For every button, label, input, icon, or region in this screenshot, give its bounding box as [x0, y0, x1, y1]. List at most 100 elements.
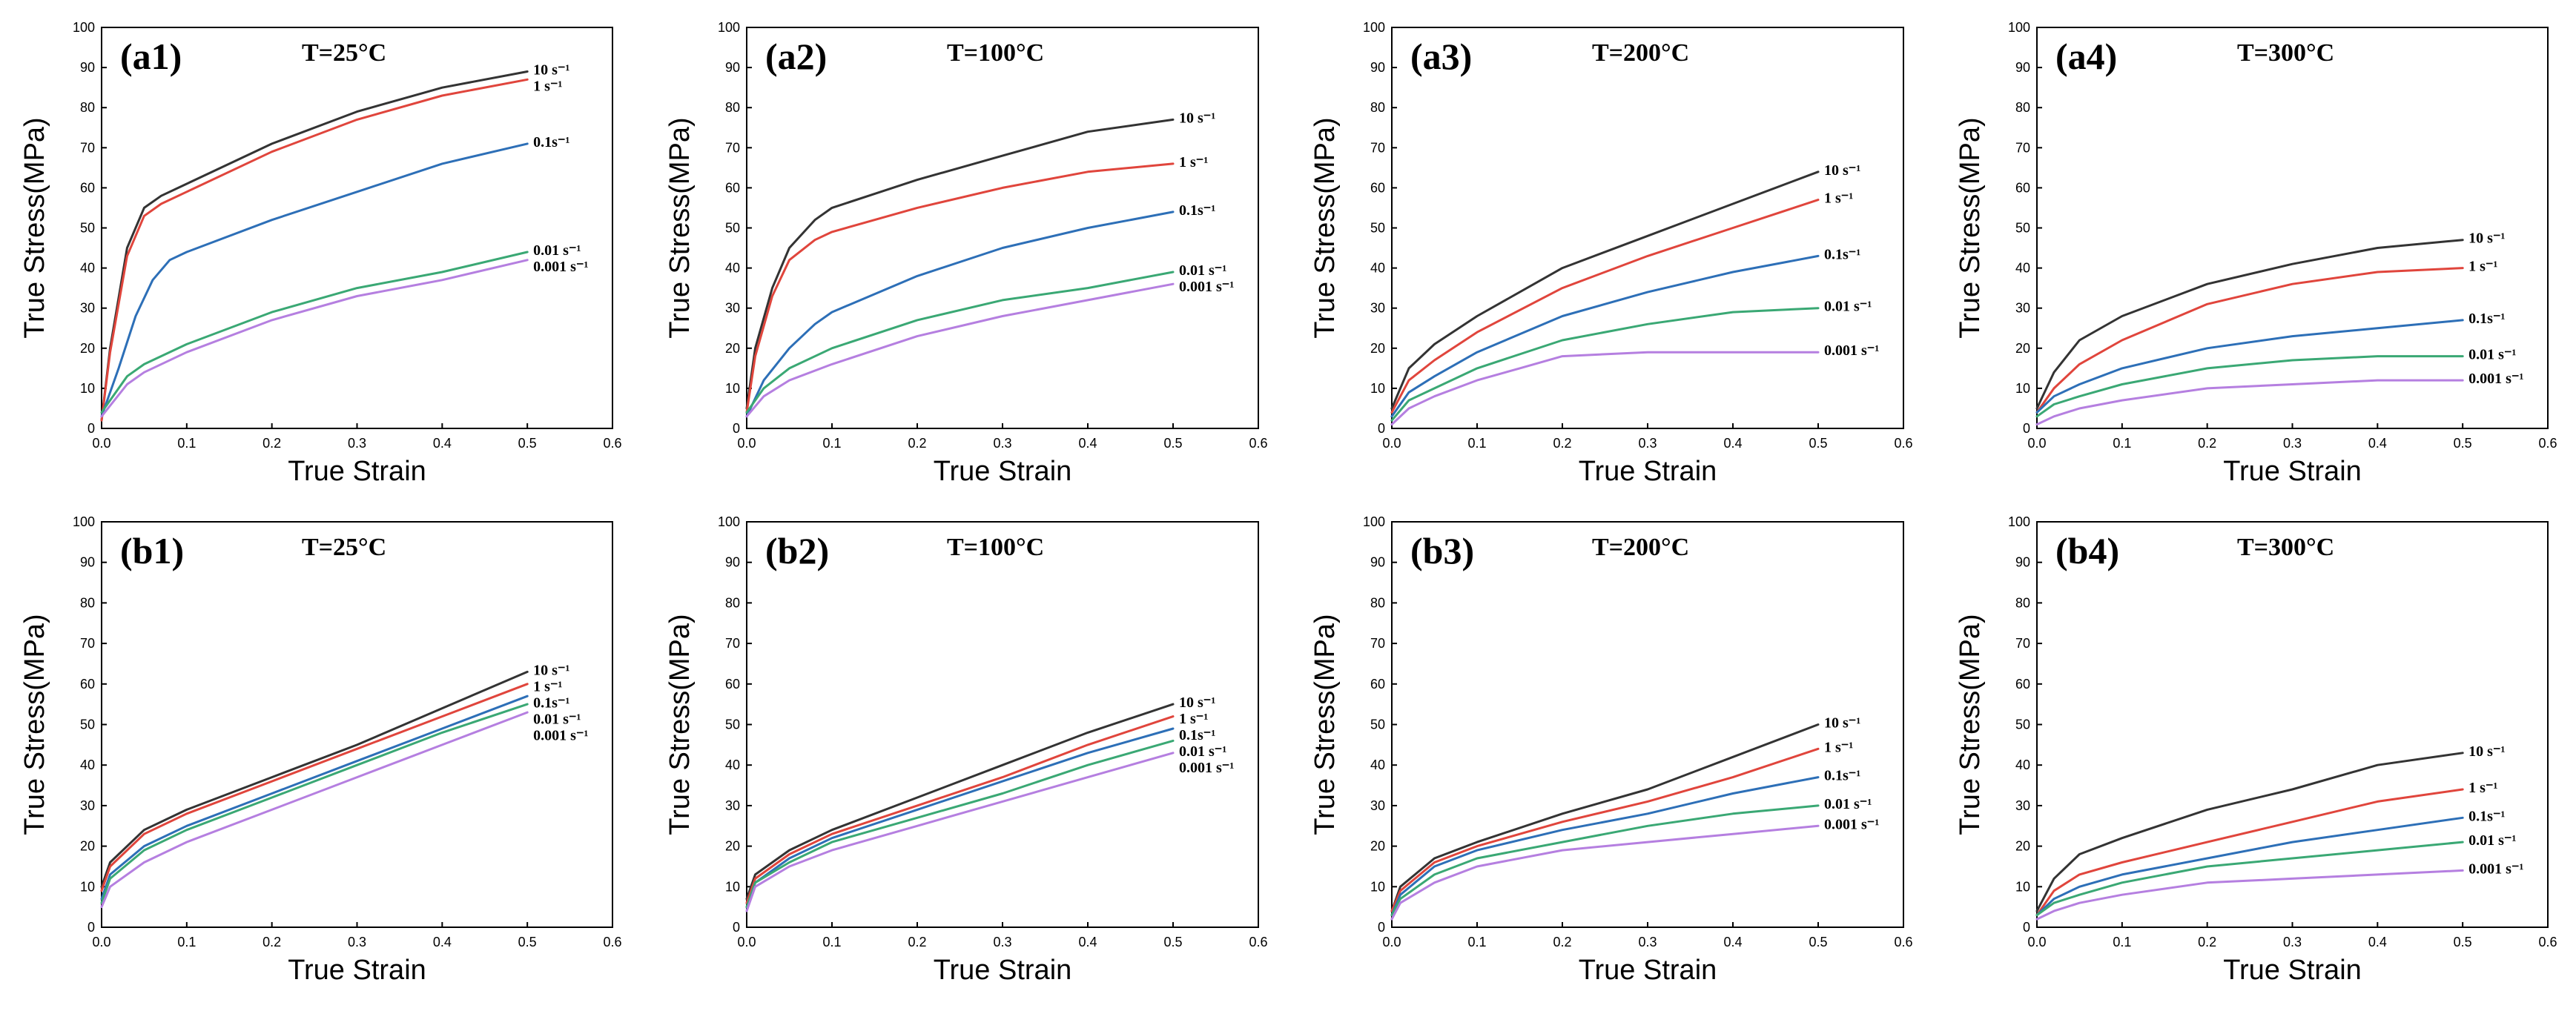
x-tick-label: 0.5: [1163, 935, 1182, 949]
series-label: 10 s⁻¹: [533, 62, 569, 79]
y-tick-label: 70: [1370, 636, 1385, 651]
series-label: 0.1s⁻¹: [533, 695, 569, 711]
x-tick-label: 0.4: [1723, 935, 1742, 949]
series-label: 10 s⁻¹: [2468, 231, 2505, 247]
plot-frame: [2036, 27, 2549, 429]
y-tick-label: 30: [725, 301, 740, 316]
x-tick-label: 0.4: [433, 436, 452, 451]
y-tick-label: 90: [1370, 60, 1385, 75]
series-line-1-s-1: [100, 78, 529, 422]
y-tick-label: 20: [725, 839, 740, 854]
series-label: 0.001 s⁻¹: [1824, 342, 1879, 359]
y-tick-label: 30: [1370, 301, 1385, 316]
y-tick-label: 30: [80, 301, 95, 316]
y-tick-label: 80: [2015, 100, 2030, 115]
series-line-1-s-1: [745, 715, 1175, 904]
panel-label: (b1): [120, 530, 184, 571]
x-axis-title: True Strain: [1579, 955, 1717, 986]
series-line-0-001-s-1: [745, 282, 1175, 418]
x-tick-label: 0.3: [2283, 436, 2302, 451]
series-line-1-s-1: [1390, 199, 1820, 414]
y-tick-label: 80: [1370, 100, 1385, 115]
x-tick-label: 0.0: [92, 436, 110, 451]
x-axis-title: True Strain: [2223, 955, 2362, 986]
y-tick-label: 100: [73, 514, 95, 529]
series-line-0-1-s-1: [2035, 816, 2464, 917]
y-tick-label: 50: [725, 717, 740, 732]
y-tick-label: 40: [725, 758, 740, 772]
y-tick-label: 40: [80, 758, 95, 772]
y-tick-label: 90: [80, 555, 95, 570]
series-label: 0.01 s⁻¹: [1824, 796, 1872, 812]
x-axis-title: True Strain: [934, 955, 1072, 986]
series-label: 10 s⁻¹: [1179, 110, 1215, 126]
series-line-0-01-s-1: [2035, 841, 2464, 917]
temperature-label: T=200°C: [1592, 534, 1689, 561]
panel-label: (b3): [1410, 530, 1474, 571]
series-label: 0.1s⁻¹: [2468, 311, 2505, 327]
series-line-0-01-s-1: [100, 251, 529, 414]
series-label: 1 s⁻¹: [1824, 739, 1853, 755]
x-tick-label: 0.4: [433, 935, 452, 949]
x-tick-label: 0.2: [2198, 935, 2216, 949]
series-line-10-s-1: [1390, 723, 1820, 912]
panel-a2: 0 10 20 30 40 50 60 70 80 90 100 0.0 0.1 0.2 0.3 0.4 0.5…: [664, 20, 1268, 487]
x-tick-label: 0.4: [1078, 436, 1097, 451]
x-tick-label: 0.2: [1553, 935, 1571, 949]
y-tick-label: 100: [718, 514, 740, 529]
x-tick-label: 0.1: [822, 436, 841, 451]
x-tick-label: 0.6: [2538, 935, 2557, 949]
y-tick-label: 90: [725, 555, 740, 570]
x-tick-label: 0.1: [1467, 436, 1486, 451]
series-line-0-001-s-1: [100, 259, 529, 418]
y-tick-label: 60: [2015, 677, 2030, 692]
y-tick-label: 60: [2015, 180, 2030, 195]
x-tick-label: 0.1: [177, 935, 196, 949]
series-label: 10 s⁻¹: [533, 662, 569, 678]
x-tick-label: 0.6: [2538, 436, 2557, 451]
panel-a3: 0 10 20 30 40 50 60 70 80 90 100 0.0 0.1 0.2 0.3 0.4 0.5…: [1310, 20, 1913, 487]
y-axis-title: True Stress(MPa): [1310, 117, 1341, 338]
series-label: 0.001 s⁻¹: [533, 259, 588, 275]
series-line-1-s-1: [2035, 788, 2464, 917]
y-tick-label: 100: [73, 20, 95, 35]
y-tick-label: 60: [80, 180, 95, 195]
series-label: 0.01 s⁻¹: [2468, 347, 2516, 363]
y-axis-title: True Stress(MPa): [19, 117, 50, 338]
series-label: 0.01 s⁻¹: [533, 242, 581, 259]
series-label: 1 s⁻¹: [2468, 780, 2497, 796]
y-tick-label: 70: [725, 140, 740, 155]
y-tick-label: 40: [2015, 261, 2030, 276]
y-tick-label: 60: [1370, 180, 1385, 195]
y-tick-label: 10: [2015, 879, 2030, 894]
y-tick-label: 80: [725, 595, 740, 610]
x-tick-label: 0.5: [1809, 436, 1827, 451]
y-tick-label: 60: [80, 677, 95, 692]
series-line-1-s-1: [100, 683, 529, 892]
series-label: 0.01 s⁻¹: [1824, 299, 1872, 315]
y-tick-label: 100: [718, 20, 740, 35]
x-tick-label: 0.1: [2113, 436, 2131, 451]
x-tick-label: 0.5: [2454, 436, 2472, 451]
x-tick-label: 0.5: [1809, 935, 1827, 949]
y-tick-label: 80: [1370, 595, 1385, 610]
series-label: 10 s⁻¹: [2468, 743, 2505, 760]
y-tick-label: 50: [725, 221, 740, 236]
y-tick-label: 100: [1363, 514, 1385, 529]
y-tick-label: 50: [2015, 717, 2030, 732]
x-tick-label: 0.3: [993, 935, 1011, 949]
y-axis-title: True Stress(MPa): [19, 614, 50, 835]
y-tick-label: 10: [725, 381, 740, 396]
y-axis-title: True Stress(MPa): [1955, 117, 1986, 338]
x-tick-label: 0.3: [348, 935, 366, 949]
series-label: 1 s⁻¹: [2468, 259, 2497, 275]
x-tick-label: 0.0: [2027, 935, 2046, 949]
y-tick-label: 70: [1370, 140, 1385, 155]
y-tick-label: 40: [80, 261, 95, 276]
y-tick-label: 0: [733, 920, 740, 935]
y-tick-label: 90: [1370, 555, 1385, 570]
x-tick-label: 0.0: [92, 935, 110, 949]
x-axis-title: True Strain: [2223, 456, 2362, 487]
panel-label: (a4): [2055, 36, 2117, 77]
